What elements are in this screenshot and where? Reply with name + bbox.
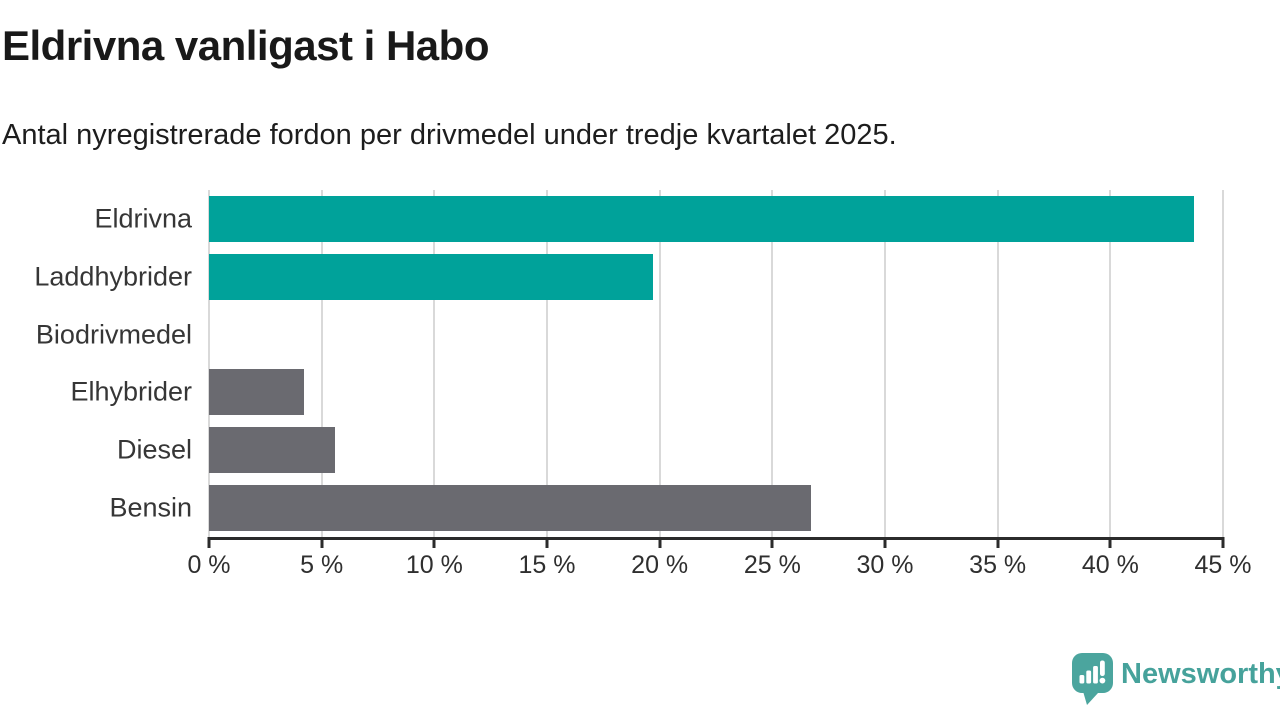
y-label-biodrivmedel: Biodrivmedel xyxy=(35,319,192,350)
x-tick-45 xyxy=(1221,537,1225,548)
x-tick-25 xyxy=(770,537,774,548)
chart-title: Eldrivna vanligast i Habo xyxy=(2,22,489,69)
bar-laddhybrider xyxy=(209,253,653,300)
chart-subtitle: Antal nyregistrerade fordon per drivmede… xyxy=(2,119,897,151)
x-tick-10 xyxy=(432,537,436,548)
x-tick-5 xyxy=(320,537,324,548)
gridline-0 xyxy=(208,190,210,537)
x-axis-line xyxy=(209,537,1223,540)
gridline-40 xyxy=(1109,190,1112,537)
newsworthy-logo: Newsworthy xyxy=(1072,653,1280,705)
x-tick-label-25: 25 % xyxy=(743,551,801,579)
gridline-15 xyxy=(546,190,548,537)
gridline-25 xyxy=(771,190,774,537)
x-tick-label-5: 5 % xyxy=(300,551,344,579)
x-tick-label-30: 30 % xyxy=(856,551,914,579)
bar-bensin xyxy=(209,485,811,532)
y-label-elhybrider: Elhybrider xyxy=(70,376,192,407)
x-tick-label-20: 20 % xyxy=(631,551,689,579)
y-label-laddhybrider: Laddhybrider xyxy=(34,261,192,292)
x-tick-40 xyxy=(1108,537,1112,548)
x-tick-label-35: 35 % xyxy=(969,551,1027,579)
plot-area: 0 % 5 % 10 % 15 % 20 % 25 % 30 % 35 % 40 % 45 % El… xyxy=(34,190,1251,579)
gridline-20 xyxy=(658,190,661,537)
newsworthy-logo-icon xyxy=(1072,653,1113,705)
bar-elhybrider xyxy=(209,369,304,416)
y-label-eldrivna: Eldrivna xyxy=(94,203,192,234)
bar-diesel xyxy=(209,427,336,474)
x-tick-label-40: 40 % xyxy=(1081,551,1139,579)
newsworthy-logo-text: Newsworthy xyxy=(1121,658,1280,690)
x-tick-label-10: 10 % xyxy=(405,551,463,579)
gridline-10 xyxy=(433,190,436,537)
y-label-bensin: Bensin xyxy=(109,492,192,523)
x-tick-label-45: 45 % xyxy=(1194,551,1252,579)
x-tick-35 xyxy=(996,537,1000,548)
x-tick-15 xyxy=(545,537,549,548)
gridline-45 xyxy=(1222,190,1224,537)
x-tick-0 xyxy=(207,537,211,548)
gridline-5 xyxy=(320,190,323,537)
gridline-35 xyxy=(996,190,999,537)
x-tick-30 xyxy=(883,537,887,548)
gridline-30 xyxy=(884,190,886,537)
x-tick-label-0: 0 % xyxy=(187,551,231,579)
x-tick-20 xyxy=(658,537,662,548)
x-tick-label-15: 15 % xyxy=(518,551,576,579)
bar-eldrivna xyxy=(209,195,1194,242)
y-label-diesel: Diesel xyxy=(116,434,192,465)
